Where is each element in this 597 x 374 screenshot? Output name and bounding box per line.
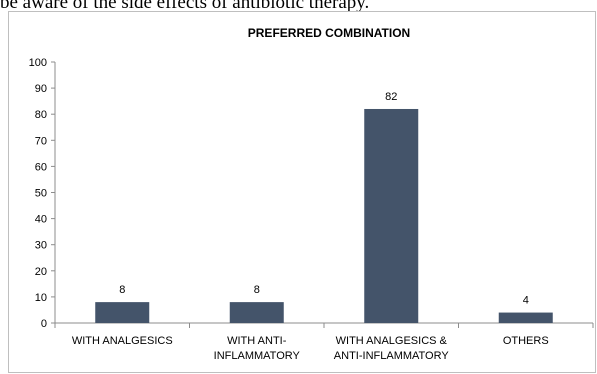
x-category-label: WITH ANTI- <box>227 335 287 347</box>
bar <box>498 312 553 323</box>
x-category-label: WITH ANALGESICS & <box>336 335 448 347</box>
data-label: 8 <box>119 284 125 296</box>
y-tick-label: 70 <box>35 135 47 147</box>
data-label: 8 <box>254 284 260 296</box>
data-label: 82 <box>385 91 397 103</box>
bar <box>364 108 419 323</box>
y-tick-label: 80 <box>35 109 47 121</box>
bar <box>95 302 150 323</box>
y-tick-label: 0 <box>41 318 47 330</box>
y-tick-label: 60 <box>35 161 47 173</box>
x-category-label: ANTI-INFLAMMATORY <box>334 350 450 362</box>
bar-chart: PREFERRED COMBINATION 0 10 20 30 40 50 60 70 80 90… <box>29 26 594 362</box>
x-category-label: WITH ANALGESICS <box>72 335 173 347</box>
y-tick-label: 20 <box>35 266 47 278</box>
y-tick-label: 30 <box>35 240 47 252</box>
x-category-label: INFLAMMATORY <box>214 350 301 362</box>
bar <box>229 302 284 323</box>
data-label: 4 <box>523 295 529 307</box>
page-text-fragment: be aware of the side effects of antibiot… <box>0 0 370 13</box>
y-tick-label: 50 <box>35 188 47 200</box>
y-tick-label: 100 <box>29 57 47 69</box>
y-tick-label: 40 <box>35 214 47 226</box>
chart-container: PREFERRED COMBINATION 0 10 20 30 40 50 60 70 80 90… <box>8 11 596 373</box>
y-tick-label: 90 <box>35 83 47 95</box>
x-category-label: OTHERS <box>503 335 549 347</box>
y-tick-label: 10 <box>35 292 47 304</box>
chart-title: PREFERRED COMBINATION <box>248 26 410 40</box>
